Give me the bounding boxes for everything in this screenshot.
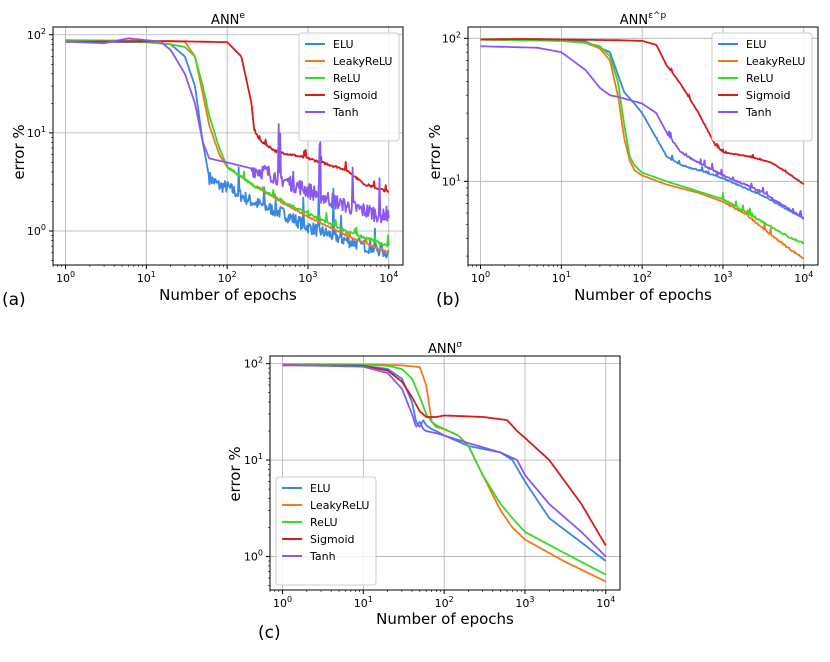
panel-a-xtick-label-0: 100 xyxy=(56,270,75,285)
panel-a-label: (a) xyxy=(2,290,26,310)
panel-b: (b) ANNε^p Number of epochs error % 100 1… xyxy=(426,11,819,310)
panel-a-ytick-label-2: 102 xyxy=(27,27,46,42)
panel-a-legend-label-sigmoid: Sigmoid xyxy=(333,89,378,102)
panel-b-ytick-label-2: 102 xyxy=(442,30,461,45)
panel-c-title: ANNσ xyxy=(428,340,462,357)
panel-b-xtick-label-1: 101 xyxy=(552,270,571,285)
panel-a-xtick-label-3: 103 xyxy=(298,270,317,285)
panel-c-xtick-label-3: 103 xyxy=(515,595,534,610)
panel-b-legend-label-sigmoid: Sigmoid xyxy=(746,89,791,102)
panel-c-ylabel: error % xyxy=(226,446,244,501)
panel-b-legend-label-leakyrelu: LeakyReLU xyxy=(746,55,805,68)
panel-b-xtick-label-2: 102 xyxy=(633,270,652,285)
panel-b-label: (b) xyxy=(436,290,460,310)
panel-b-xtick-label-0: 100 xyxy=(471,270,490,285)
panel-b-lines xyxy=(480,38,805,260)
panel-c-frame xyxy=(269,355,621,591)
panel-a-ytick-label-0: 100 xyxy=(27,223,46,238)
panel-c-xtick-label-0: 100 xyxy=(273,595,292,610)
panel-b-title-sup: ε^p xyxy=(648,11,666,21)
panel-b-legend-label-elu: ELU xyxy=(746,38,767,51)
panel-b-frame xyxy=(467,26,819,266)
panel-c-xtick-label-2: 102 xyxy=(435,595,454,610)
panel-a-frame xyxy=(52,26,404,266)
panel-b-xtick-label-4: 104 xyxy=(794,270,813,285)
panel-c-xtick-label-1: 101 xyxy=(354,595,373,610)
panel-c-legend-label-sigmoid: Sigmoid xyxy=(310,533,355,546)
panel-b-ytick-label-1: 101 xyxy=(442,173,461,188)
panel-c-series-tanh xyxy=(282,364,607,558)
panel-c-label: (c) xyxy=(258,623,281,643)
panel-a-xlabel: Number of epochs xyxy=(159,286,297,304)
panel-c-legend-label-leakyrelu: LeakyReLU xyxy=(310,499,369,512)
panel-b-series-tanh xyxy=(480,45,805,220)
panel-c-legend-label-relu: ReLU xyxy=(310,516,338,529)
panel-b-series-relu xyxy=(480,38,805,245)
panel-b-ylabel: error % xyxy=(426,124,444,179)
panel-a-legend: ELU LeakyReLU ReLU Sigmoid Tanh xyxy=(298,32,400,142)
panel-a-legend-label-tanh: Tanh xyxy=(332,106,359,119)
panel-a-ytick-label-1: 101 xyxy=(27,125,46,140)
panel-b-legend: ELU LeakyReLU ReLU Sigmoid Tanh xyxy=(711,32,813,142)
panel-a-series-tanh xyxy=(65,37,390,224)
panel-a-lines xyxy=(65,37,390,259)
panel-a-legend-label-relu: ReLU xyxy=(333,72,361,85)
panel-c-legend-label-tanh: Tanh xyxy=(309,550,336,563)
panel-c-series-relu xyxy=(282,363,607,576)
panel-a-title-base: ANN xyxy=(211,13,239,28)
panel-c-title-sup: σ xyxy=(456,340,462,350)
panel-a-legend-label-leakyrelu: LeakyReLU xyxy=(333,55,392,68)
panel-b-xtick-label-3: 103 xyxy=(713,270,732,285)
panel-b-series-sigmoid xyxy=(480,38,805,186)
panel-a-legend-label-elu: ELU xyxy=(333,38,354,51)
panel-b-title: ANNε^p xyxy=(620,11,667,28)
panel-b-xlabel: Number of epochs xyxy=(574,286,712,304)
panel-c-lines xyxy=(282,363,607,583)
panel-c-ytick-label-0: 100 xyxy=(244,549,263,564)
panel-b-title-base: ANN xyxy=(620,13,648,28)
panel-c-legend: ELU LeakyReLU ReLU Sigmoid Tanh xyxy=(275,476,377,586)
panel-a-title-sup: e xyxy=(239,11,245,21)
panel-a: (a) ANNe Number of epochs error % 100 101… xyxy=(2,11,404,310)
panel-a-xtick-label-4: 104 xyxy=(379,270,398,285)
panel-c-title-base: ANN xyxy=(428,342,456,357)
panel-c-legend-label-elu: ELU xyxy=(310,482,331,495)
panel-a-series-sigmoid xyxy=(65,40,390,193)
panel-a-xtick-label-2: 102 xyxy=(218,270,237,285)
panel-a-title: ANNe xyxy=(211,11,245,28)
panel-c-ytick-label-2: 102 xyxy=(244,356,263,371)
panel-c-xlabel: Number of epochs xyxy=(376,610,514,628)
panel-a-ylabel: error % xyxy=(10,124,28,179)
panel-a-xtick-label-1: 101 xyxy=(137,270,156,285)
panel-b-legend-label-tanh: Tanh xyxy=(745,106,772,119)
panel-c-ytick-label-1: 101 xyxy=(244,452,263,467)
panel-b-legend-label-relu: ReLU xyxy=(746,72,774,85)
panel-c: (c) ANNσ Number of epochs error % 100 101… xyxy=(226,340,621,643)
panel-c-xtick-label-4: 104 xyxy=(596,595,615,610)
